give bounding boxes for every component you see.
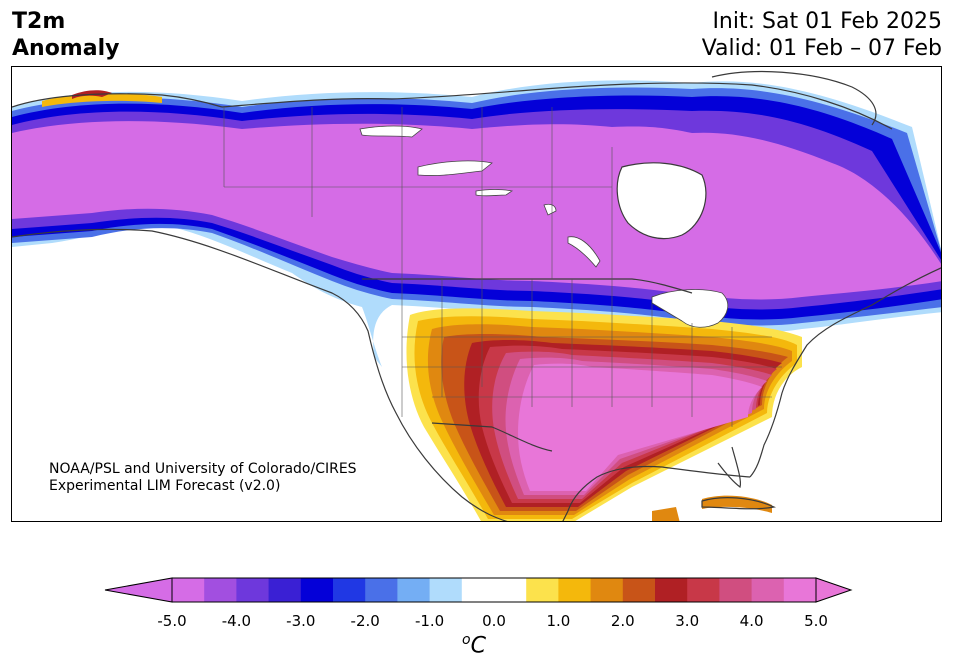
colorbar-segment	[365, 578, 398, 602]
mexico-us-border	[431, 422, 553, 452]
title-line-2: Anomaly	[12, 36, 120, 61]
warm-core-pink	[518, 363, 762, 491]
us-canada-border	[362, 278, 693, 294]
lake-athabasca	[475, 189, 514, 197]
forecast-dates: Init: Sat 01 Feb 2025 Valid: 01 Feb – 07…	[702, 8, 942, 62]
colorbar-segment	[397, 578, 431, 602]
state-lines	[223, 107, 782, 427]
great-bear-lake	[359, 125, 423, 138]
colorbar-segment	[590, 578, 624, 602]
credit-line-2: Experimental LIM Forecast (v2.0)	[49, 478, 281, 494]
colorbar-segment	[526, 578, 559, 602]
colorbar-over-arrow	[815, 577, 853, 603]
florida	[717, 446, 742, 488]
colorbar-tick-label: -1.0	[414, 612, 445, 630]
map-canvas	[12, 70, 941, 521]
unit-degree: o	[462, 632, 471, 648]
colorbar-segment	[687, 578, 720, 602]
colorbar-tick-label: 2.0	[610, 612, 635, 630]
cold-core-magenta	[12, 121, 941, 300]
great-lakes	[651, 289, 729, 328]
colorbar-tick-label: 0.0	[482, 612, 506, 630]
greenland-edge	[711, 70, 877, 126]
lake-winnipeg	[567, 236, 601, 268]
colorbar-frame	[171, 577, 817, 603]
valid-range: Valid: 01 Feb – 07 Feb	[701, 36, 942, 61]
colorbar-segment	[333, 578, 366, 602]
colorbar-tick-label: 3.0	[675, 612, 700, 630]
pacific-coast	[12, 228, 508, 521]
cuba	[701, 497, 776, 510]
colorbar-segment	[558, 578, 592, 602]
credit-line-1: NOAA/PSL and University of Colorado/CIRE…	[49, 461, 357, 477]
colorbar-tick-label: 1.0	[546, 612, 571, 630]
init-date: Init: Sat 01 Feb 2025	[712, 9, 942, 34]
colorbar-tick-label: 5.0	[804, 612, 828, 630]
colorbar	[104, 577, 853, 603]
colorbar-segment	[300, 578, 334, 602]
colorbar-segment	[655, 578, 688, 602]
colorbar-segment	[429, 578, 463, 602]
colorbar-segment	[494, 578, 527, 602]
warm-anomaly-field	[406, 308, 802, 521]
colorbar-tick-label: -5.0	[157, 612, 187, 630]
reindeer-lake	[543, 203, 557, 216]
arctic-coast	[221, 82, 893, 130]
borders	[12, 70, 941, 521]
anomaly-map	[11, 66, 942, 522]
colorbar-segment	[751, 578, 785, 602]
hudson-bay	[617, 162, 706, 239]
lakes	[359, 125, 729, 328]
colorbar-tick-label: -2.0	[350, 612, 380, 630]
colorbar-tick-label: -3.0	[286, 612, 316, 630]
yucatan-warm	[652, 507, 680, 521]
colorbar-tick-label: 4.0	[739, 612, 764, 630]
colorbar-segment	[172, 578, 205, 602]
alaska-coast	[12, 93, 223, 108]
colorbar-segment	[719, 578, 753, 602]
colorbar-segment	[268, 578, 302, 602]
atlantic-coast	[749, 267, 941, 478]
hudson-bay-outline	[616, 162, 707, 240]
colorbar-segment	[461, 578, 495, 602]
colorbar-segment	[236, 578, 270, 602]
title-line-1: T2m	[12, 9, 66, 34]
gulf-coast	[562, 465, 751, 521]
colorbar-segment	[622, 578, 656, 602]
colorbar-under-arrow	[104, 577, 173, 603]
colorbar-tick-label: -4.0	[221, 612, 252, 630]
colorbar-segment	[204, 578, 237, 602]
unit-letter: C	[470, 633, 486, 659]
map-title: T2m Anomaly	[12, 8, 119, 62]
credit-text: NOAA/PSL and University of Colorado/CIRE…	[49, 461, 357, 495]
colorbar-segment	[783, 578, 817, 602]
colorbar-unit: oC	[462, 632, 486, 658]
